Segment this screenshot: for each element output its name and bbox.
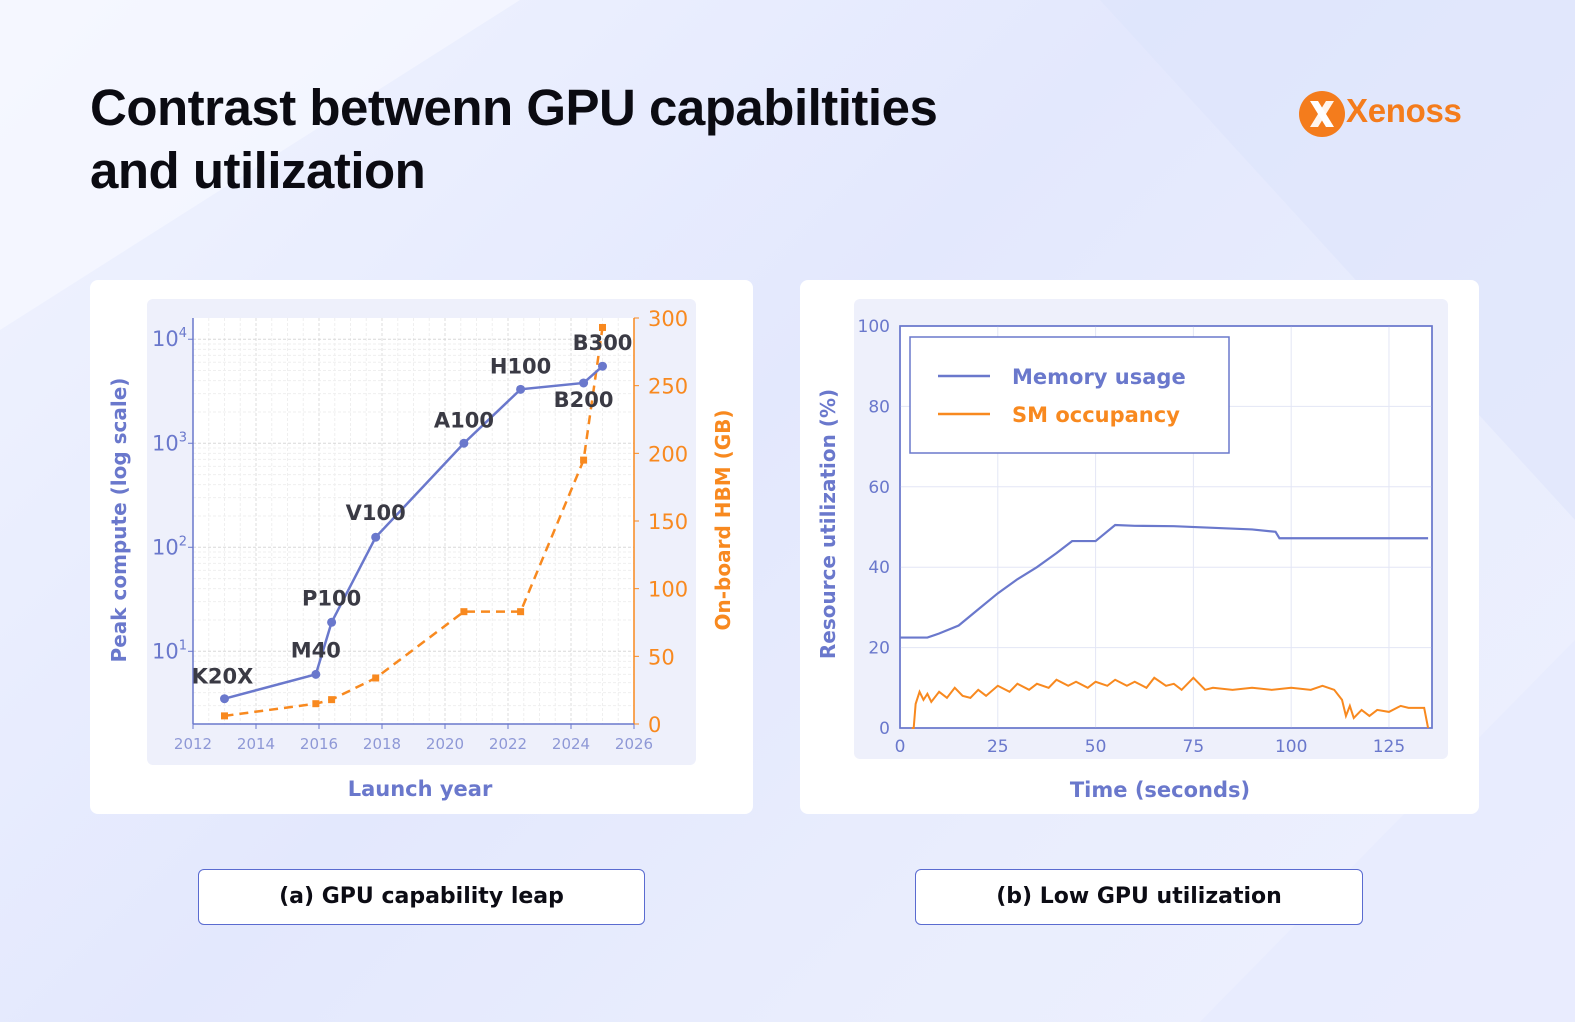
x-tick-label: 2018 <box>363 735 401 753</box>
series-hbm-marker <box>372 674 380 682</box>
chart-gpu-utilization: 0 25 50 75 100 125 0 20 40 60 80 100 Time (seconds) R… <box>816 299 1448 802</box>
legend-label-sm-occupancy: SM occupancy <box>1012 403 1180 427</box>
y-right-tick-label: 150 <box>648 510 688 534</box>
legend-box <box>909 336 1230 454</box>
x-tick-label: 125 <box>1373 737 1405 757</box>
x-tick-label: 2014 <box>237 735 275 753</box>
series-compute-marker <box>220 694 229 704</box>
xenoss-logo: Xenoss <box>1298 88 1488 140</box>
data-label-a100: A100 <box>434 408 494 432</box>
series-compute-marker <box>459 438 469 448</box>
x-tick-label: 100 <box>1275 737 1307 757</box>
series-compute-marker <box>579 378 589 388</box>
y-left-axis-label: Peak compute (log scale) <box>107 378 131 663</box>
caption-gpu-capability: (a) GPU capability leap <box>198 869 645 925</box>
data-label-m40: M40 <box>291 638 341 662</box>
page-title: Contrast betwenn GPU capabiltities and u… <box>90 76 1090 202</box>
series-hbm-marker <box>328 696 336 704</box>
y-left-tick-label: 103 <box>152 430 187 455</box>
series-hbm-marker <box>312 700 320 708</box>
caption-gpu-utilization: (b) Low GPU utilization <box>915 869 1363 925</box>
x-tick-label: 25 <box>987 737 1009 757</box>
data-label-b200: B200 <box>554 388 614 412</box>
xenoss-logo-icon <box>1299 91 1345 137</box>
x-axis-label: Launch year <box>348 777 493 801</box>
data-label-b300: B300 <box>573 331 633 355</box>
xenoss-logo-text: Xenoss <box>1346 92 1462 129</box>
data-label-p100: P100 <box>302 586 361 610</box>
data-label-h100: H100 <box>490 354 551 378</box>
panel-gpu-utilization: 0 25 50 75 100 125 0 20 40 60 80 100 Time (seconds) R… <box>800 280 1479 814</box>
series-compute-marker <box>311 669 321 679</box>
series-hbm-marker <box>580 456 588 464</box>
series-memory-usage-line <box>900 523 1429 639</box>
y-tick-label: 80 <box>868 397 890 417</box>
x-tick-label: 0 <box>895 737 906 757</box>
y-right-tick-label: 300 <box>648 307 688 331</box>
series-compute-line <box>224 365 604 700</box>
series-hbm-marker <box>460 608 468 616</box>
y-right-tick-label: 200 <box>648 442 688 466</box>
x-tick-label: 50 <box>1085 737 1107 757</box>
series-compute-marker <box>371 532 381 542</box>
page-title-line-1: Contrast betwenn GPU capabiltities <box>90 79 938 136</box>
y-axis-label: Resource utilization (%) <box>816 389 840 659</box>
y-left-tick-label: 102 <box>152 534 187 559</box>
x-tick-label: 2020 <box>426 735 464 753</box>
y-tick-label: 60 <box>868 478 890 498</box>
y-right-tick-label: 50 <box>648 645 675 669</box>
legend-label-memory-usage: Memory usage <box>1012 365 1186 389</box>
series-hbm-marker <box>221 712 228 720</box>
data-label-k20x: K20X <box>192 665 254 689</box>
y-right-axis-label: On-board HBM (GB) <box>711 409 735 630</box>
x-tick-label: 2022 <box>489 735 527 753</box>
legend: Memory usage SM occupancy <box>909 336 1230 454</box>
plot-frame <box>899 325 1433 729</box>
y-right-tick-label: 0 <box>648 713 661 737</box>
y-left-tick-label: 104 <box>152 326 187 351</box>
data-label-v100: V100 <box>346 501 406 525</box>
series-hbm-marker <box>599 323 606 331</box>
panel-gpu-capability: 2012 2014 2016 2018 2020 2022 2024 2026 101 102 10… <box>90 280 753 814</box>
y-tick-label: 0 <box>879 719 890 739</box>
series-sm-occupancy-line <box>911 676 1430 729</box>
y-tick-label: 40 <box>868 558 890 578</box>
y-tick-label: 100 <box>858 317 890 337</box>
chart-gpu-capability: 2012 2014 2016 2018 2020 2022 2024 2026 101 102 10… <box>107 299 735 801</box>
y-tick-label: 20 <box>868 639 890 659</box>
x-tick-label: 2024 <box>552 735 590 753</box>
x-tick-label: 2026 <box>615 735 653 753</box>
y-right-tick-label: 250 <box>648 375 688 399</box>
x-tick-label: 2016 <box>300 735 338 753</box>
x-tick-label: 75 <box>1183 737 1205 757</box>
series-compute-marker <box>516 384 526 394</box>
series-compute-marker <box>598 361 607 371</box>
series-compute-marker <box>327 617 337 627</box>
y-left-tick-label: 101 <box>152 638 187 663</box>
x-axis-label: Time (seconds) <box>1070 778 1250 802</box>
x-tick-label: 2012 <box>174 735 212 753</box>
y-right-tick-label: 100 <box>648 578 688 602</box>
series-hbm-marker <box>517 608 525 616</box>
page-title-line-2: and utilization <box>90 142 426 199</box>
